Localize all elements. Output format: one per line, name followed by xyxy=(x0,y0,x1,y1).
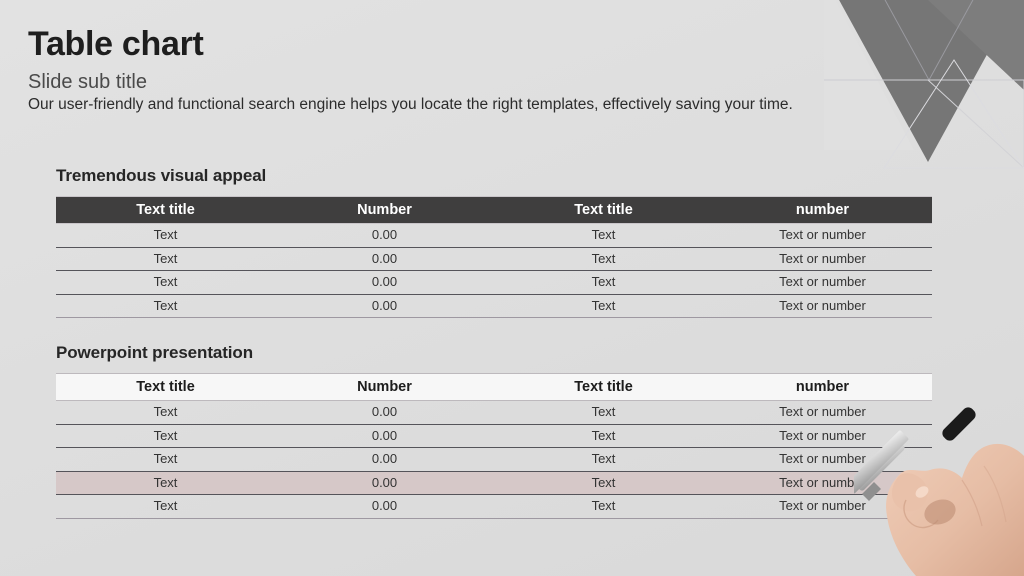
table-body: Text 0.00 Text Text or number Text 0.00 … xyxy=(56,400,932,519)
table-row[interactable]: Text 0.00 Text Text or number xyxy=(56,270,932,295)
table-row[interactable]: Text 0.00 Text Text or number xyxy=(56,400,932,425)
cell-number: 0.00 xyxy=(275,471,494,495)
column-header-number-2[interactable]: number xyxy=(713,196,932,224)
slide-subtitle: Slide sub title xyxy=(28,71,147,94)
cell-number: 0.00 xyxy=(275,494,494,519)
cell-text-or-number: Text or number xyxy=(713,223,932,248)
cell-text-or-number: Text or number xyxy=(713,494,932,519)
cell-number: 0.00 xyxy=(275,424,494,448)
triangle-mid-right xyxy=(928,0,1024,90)
cell-text-2: Text xyxy=(494,270,713,295)
cell-text-2: Text xyxy=(494,471,713,495)
cell-text-or-number: Text or number xyxy=(713,294,932,318)
cell-text-or-number: Text or number xyxy=(713,471,932,495)
cell-number: 0.00 xyxy=(275,270,494,295)
cell-text-2: Text xyxy=(494,424,713,448)
slide-header: Table chart Slide sub title Our user-fri… xyxy=(28,25,858,116)
column-header-number-2[interactable]: number xyxy=(713,373,932,401)
section-heading: Tremendous visual appeal xyxy=(56,166,267,185)
cell-text: Text xyxy=(56,400,275,425)
cell-number: 0.00 xyxy=(275,247,494,271)
cell-number: 0.00 xyxy=(275,447,494,472)
cell-text-2: Text xyxy=(494,247,713,271)
cell-number: 0.00 xyxy=(275,223,494,248)
cell-number: 0.00 xyxy=(275,294,494,318)
table-header-row: Text title Number Text title number xyxy=(56,373,932,401)
data-table-1: Text title Number Text title number Text… xyxy=(56,196,932,318)
triangle-outline-bottom xyxy=(883,59,1024,169)
cell-text-or-number: Text or number xyxy=(713,424,932,448)
column-header-text-title-2[interactable]: Text title xyxy=(494,196,713,224)
cell-text: Text xyxy=(56,223,275,248)
cell-text-2: Text xyxy=(494,494,713,519)
cell-number: 0.00 xyxy=(275,400,494,425)
cell-text-or-number: Text or number xyxy=(713,447,932,472)
data-table-2: Text title Number Text title number Text… xyxy=(56,373,932,519)
column-header-number-1[interactable]: Number xyxy=(275,196,494,224)
cell-text: Text xyxy=(56,494,275,519)
cell-text-or-number: Text or number xyxy=(713,270,932,295)
cell-text-or-number: Text or number xyxy=(713,247,932,271)
table-body: Text 0.00 Text Text or number Text 0.00 … xyxy=(56,223,932,318)
triangle-dark-main xyxy=(839,0,1017,162)
triangle-outline-inner xyxy=(884,0,974,82)
cell-text-2: Text xyxy=(494,223,713,248)
cell-text-or-number: Text or number xyxy=(713,400,932,425)
table-head: Text title Number Text title number xyxy=(56,373,932,401)
table-row[interactable]: Text 0.00 Text Text or number xyxy=(56,294,932,318)
cell-text-2: Text xyxy=(494,294,713,318)
table-row[interactable]: Text 0.00 Text Text or number xyxy=(56,447,932,472)
table-row[interactable]: Text 0.00 Text Text or number xyxy=(56,247,932,271)
table-head: Text title Number Text title number xyxy=(56,196,932,224)
column-header-number-1[interactable]: Number xyxy=(275,373,494,401)
cell-text-2: Text xyxy=(494,400,713,425)
cell-text-2: Text xyxy=(494,447,713,472)
triangle-outline-lower xyxy=(926,79,1024,169)
table-row[interactable]: Text 0.00 Text Text or number xyxy=(56,424,932,448)
section-tremendous-visual-appeal: Tremendous visual appeal Text title Numb… xyxy=(56,166,932,318)
section-heading: Powerpoint presentation xyxy=(56,343,253,362)
cell-text: Text xyxy=(56,270,275,295)
cell-text: Text xyxy=(56,424,275,448)
slide-body-text: Our user-friendly and functional search … xyxy=(28,96,793,114)
column-header-text-title-2[interactable]: Text title xyxy=(494,373,713,401)
cell-text: Text xyxy=(56,471,275,495)
table-row[interactable]: Text 0.00 Text Text or number xyxy=(56,223,932,248)
cell-text: Text xyxy=(56,294,275,318)
column-header-text-title-1[interactable]: Text title xyxy=(56,196,275,224)
page-title: Table chart xyxy=(28,25,204,63)
cell-text: Text xyxy=(56,247,275,271)
table-row[interactable]: Text 0.00 Text Text or number xyxy=(56,494,932,519)
cell-text: Text xyxy=(56,447,275,472)
table-row-highlighted[interactable]: Text 0.00 Text Text or number xyxy=(56,471,932,495)
column-header-text-title-1[interactable]: Text title xyxy=(56,373,275,401)
section-powerpoint-presentation: Powerpoint presentation Text title Numbe… xyxy=(56,343,932,519)
table-header-row: Text title Number Text title number xyxy=(56,196,932,224)
